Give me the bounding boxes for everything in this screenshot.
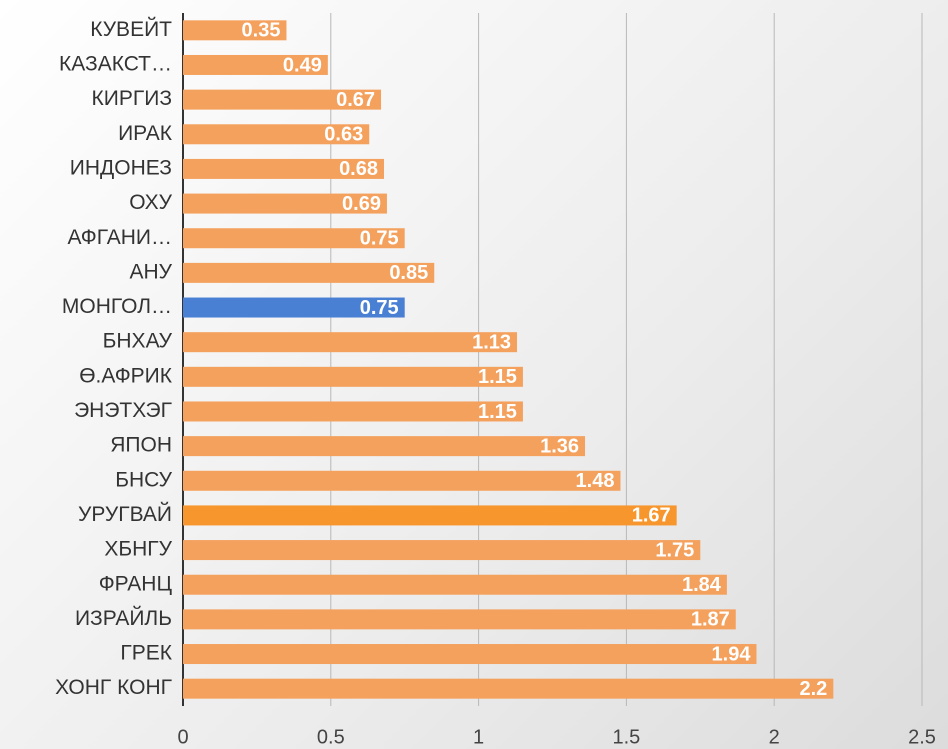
y-tick-label: Ө.АФРИК bbox=[79, 364, 173, 387]
y-tick-label: БНХАУ bbox=[103, 330, 173, 353]
y-tick-label: КУВЕЙТ bbox=[90, 17, 172, 41]
value-label: 0.63 bbox=[324, 124, 363, 146]
value-label: 2.2 bbox=[800, 678, 828, 700]
x-tick-label: 0.5 bbox=[317, 726, 345, 748]
bar bbox=[183, 678, 834, 699]
y-tick-label: ХБНГУ bbox=[104, 538, 172, 561]
y-tick-label: УРУГВАЙ bbox=[78, 502, 172, 526]
bar bbox=[183, 505, 677, 526]
y-tick-label: КАЗАКСТ… bbox=[59, 53, 172, 76]
y-tick-label: ОХУ bbox=[129, 191, 172, 214]
y-tick-label: ЯПОН bbox=[110, 434, 172, 457]
value-label: 0.69 bbox=[342, 193, 381, 215]
bar bbox=[183, 436, 586, 457]
bar bbox=[183, 158, 385, 179]
bar bbox=[183, 54, 328, 75]
value-label: 0.68 bbox=[339, 158, 378, 180]
value-label: 1.67 bbox=[632, 505, 671, 527]
y-tick-label: ИРАК bbox=[118, 122, 173, 145]
bar bbox=[183, 297, 405, 318]
y-tick-label: БНСУ bbox=[115, 468, 172, 491]
bar bbox=[183, 470, 621, 491]
x-tick-label: 0 bbox=[177, 726, 188, 748]
bar bbox=[183, 401, 523, 422]
y-tick-label: ЭНЭТХЭГ bbox=[74, 399, 172, 422]
value-label: 0.67 bbox=[336, 89, 375, 111]
bar bbox=[183, 228, 405, 249]
y-tick-label: ИНДОНЕЗ bbox=[70, 156, 172, 179]
bar bbox=[183, 193, 387, 214]
bar bbox=[183, 644, 757, 665]
value-label: 0.85 bbox=[389, 262, 428, 284]
value-label: 1.75 bbox=[655, 539, 694, 561]
value-label: 1.15 bbox=[478, 366, 517, 388]
x-tick-label: 1 bbox=[473, 726, 484, 748]
y-tick-label: МОНГОЛ… bbox=[62, 295, 172, 318]
y-tick-label: ГРЕК bbox=[120, 642, 172, 665]
y-tick-label: КИРГИЗ bbox=[92, 87, 172, 110]
value-label: 0.75 bbox=[360, 228, 399, 250]
value-label: 1.84 bbox=[682, 574, 722, 596]
y-tick-label: ИЗРАЙЛЬ bbox=[75, 606, 172, 630]
value-label: 0.75 bbox=[360, 297, 399, 319]
bar bbox=[183, 20, 287, 41]
y-tick-label: АНУ bbox=[129, 260, 172, 283]
x-tick-label: 2.5 bbox=[908, 726, 936, 748]
y-tick-label: ФРАНЦ bbox=[99, 572, 173, 595]
value-label: 1.94 bbox=[712, 643, 752, 665]
value-label: 1.87 bbox=[691, 609, 730, 631]
bar bbox=[183, 89, 382, 110]
value-label: 0.49 bbox=[283, 54, 322, 76]
value-label: 1.15 bbox=[478, 401, 517, 423]
value-label: 1.48 bbox=[576, 470, 615, 492]
bar bbox=[183, 574, 727, 595]
bar bbox=[183, 332, 518, 353]
y-tick-label: ХОНГ КОНГ bbox=[55, 676, 172, 699]
value-label: 1.36 bbox=[540, 435, 579, 457]
value-label: 1.13 bbox=[472, 331, 511, 353]
bar bbox=[183, 540, 701, 561]
value-label: 0.35 bbox=[242, 20, 281, 42]
y-tick-label: АФГАНИ… bbox=[67, 226, 172, 249]
x-tick-label: 2 bbox=[769, 726, 780, 748]
bar bbox=[183, 366, 523, 387]
bar bbox=[183, 124, 370, 145]
bar bbox=[183, 609, 736, 630]
bar bbox=[183, 262, 435, 283]
x-tick-label: 1.5 bbox=[612, 726, 640, 748]
